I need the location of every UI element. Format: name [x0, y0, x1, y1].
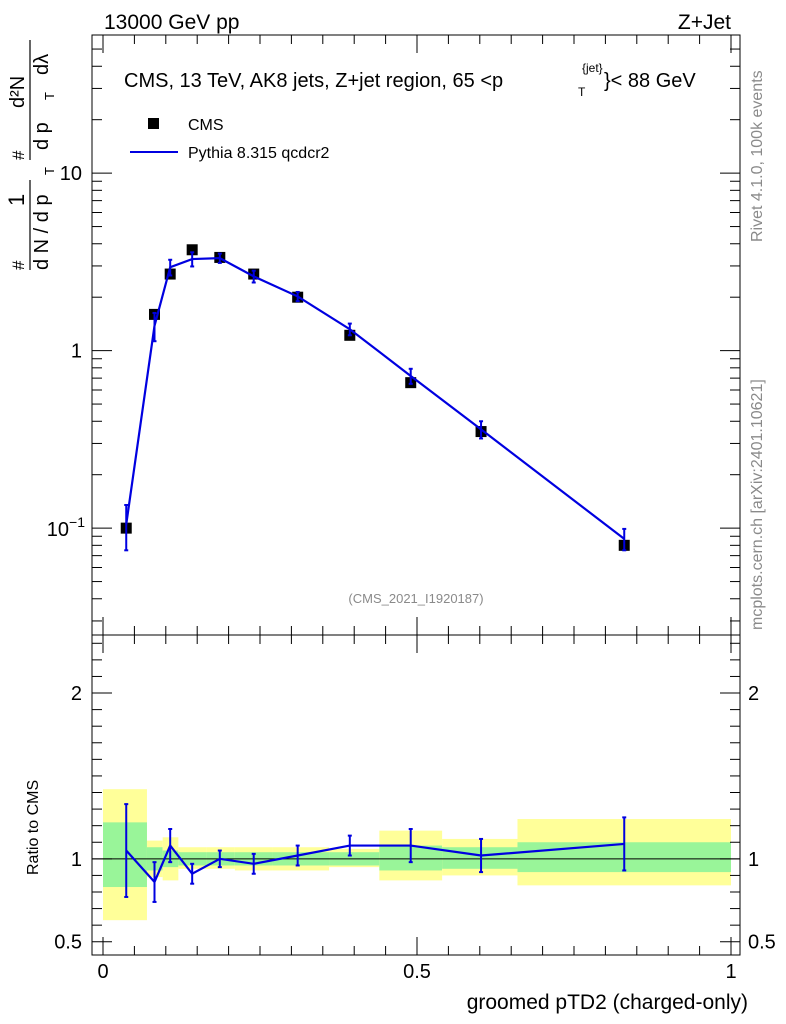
- pythia-line: [125, 257, 625, 540]
- ratio-y-tick-label-right: 2: [748, 683, 759, 705]
- header-left-label: 13000 GeV pp: [104, 11, 239, 34]
- ylabel-T: T: [42, 167, 57, 175]
- main-y-tick-label: 10−1: [47, 514, 85, 541]
- analysis-label: (CMS_2021_I1920187): [348, 591, 483, 606]
- x-tick-label: 1: [725, 961, 736, 983]
- ylabel-d2N: d²N: [7, 76, 29, 108]
- ratio-band-inner: [442, 847, 518, 869]
- main-y-tick-label: 1: [71, 341, 82, 363]
- title-lead: CMS, 13 TeV, AK8 jets, Z+jet region, 65 …: [124, 70, 503, 92]
- main-y-axis-label: # 1 d N / d p T # d²N d p T dλ: [4, 40, 57, 270]
- plot-title: CMS, 13 TeV, AK8 jets, Z+jet region, 65 …: [124, 61, 696, 99]
- mcplots-label: mcplots.cern.ch [arXiv:2401.10621]: [749, 379, 766, 630]
- ratio-panel-frame: [91, 634, 741, 956]
- ylabel-T2: T: [42, 92, 57, 100]
- legend-cms-label: CMS: [188, 117, 224, 134]
- header-right-label: Z+Jet: [678, 11, 731, 34]
- title-sub: T: [578, 85, 586, 99]
- ratio-y-axis-label: Ratio to CMS: [25, 780, 42, 875]
- x-tick-label: 0: [97, 961, 108, 983]
- x-tick-label: 0.5: [403, 961, 431, 983]
- title-tail: }< 88 GeV: [604, 70, 696, 92]
- ylabel-one: 1: [4, 194, 29, 206]
- ylabel-hash: #: [9, 260, 28, 270]
- ratio-y-tick-label: 2: [71, 683, 82, 705]
- title-sup: {jet}: [582, 61, 603, 75]
- ratio-band-inner: [103, 822, 147, 888]
- ylabel-hash2: #: [9, 150, 28, 160]
- legend-pythia-label: Pythia 8.315 qcdcr2: [188, 145, 330, 162]
- legend: CMS Pythia 8.315 qcdcr2: [130, 117, 330, 162]
- cms-data-point: [186, 244, 198, 256]
- main-y-tick-label: 10: [60, 163, 82, 185]
- ratio-y-tick-label: 0.5: [54, 932, 82, 954]
- ylabel-dN: d N / d p: [31, 194, 53, 270]
- ratio-y-tick-label-right: 1: [748, 849, 759, 871]
- rivet-label: Rivet 4.1.0, 100k events: [749, 70, 766, 242]
- ratio-y-tick-label-right: 0.5: [748, 932, 776, 954]
- legend-cms-marker: [148, 118, 159, 129]
- x-axis-label: groomed pTD2 (charged-only): [467, 991, 748, 1014]
- ylabel-dpT: d p: [31, 122, 53, 150]
- ylabel-dl: dλ: [31, 54, 53, 75]
- ratio-y-tick-label: 1: [71, 849, 82, 871]
